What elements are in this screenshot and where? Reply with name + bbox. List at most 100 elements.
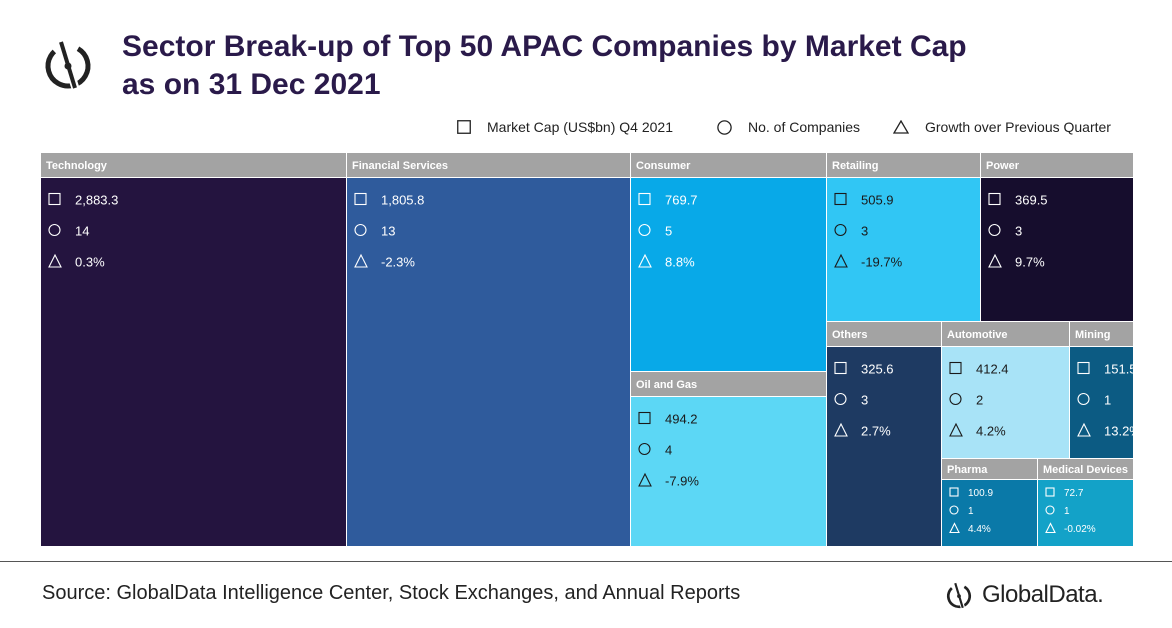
tile-growth-value: 13.2% <box>1104 424 1141 439</box>
triangle-icon <box>949 522 960 534</box>
tile-power: Power 369.5 3 9.7% <box>981 153 1133 321</box>
tile-companies-value: 13 <box>381 224 395 239</box>
tile-label-financial-services: Financial Services <box>352 160 448 172</box>
globaldata-logo-icon <box>45 38 91 92</box>
tile-companies-value: 2 <box>976 393 983 408</box>
tile-header-technology <box>41 153 346 177</box>
tile-retailing: Retailing 505.9 3 -19.7% <box>827 153 980 321</box>
square-icon <box>354 192 367 206</box>
globaldata-small-logo-icon <box>946 581 972 610</box>
tile-market-cap-value: 369.5 <box>1015 193 1048 208</box>
brand-name: GlobalData. <box>982 581 1104 608</box>
triangle-icon <box>834 422 848 437</box>
legend-market-cap: Market Cap (US$bn) Q4 2021 <box>457 119 673 135</box>
square-icon <box>949 361 962 375</box>
tile-header-medical-devices <box>1038 459 1133 479</box>
tile-label-others: Others <box>832 329 867 341</box>
tile-label-oil-and-gas: Oil and Gas <box>636 379 697 391</box>
tile-body-retailing <box>827 178 980 321</box>
tile-market-cap-value: 769.7 <box>665 193 698 208</box>
tile-automotive: Automotive 412.4 2 4.2% <box>942 322 1069 458</box>
title-line-1: Sector Break-up of Top 50 APAC Companies… <box>122 30 967 63</box>
circle-icon <box>354 223 367 237</box>
triangle-icon <box>949 422 963 437</box>
circle-icon <box>638 442 651 456</box>
triangle-icon <box>1077 422 1091 437</box>
tile-growth-value: 4.4% <box>968 524 991 535</box>
source-note: Source: GlobalData Intelligence Center, … <box>42 582 741 604</box>
tile-growth-value: 2.7% <box>861 424 891 439</box>
circle-icon <box>48 223 61 237</box>
triangle-icon <box>638 472 652 487</box>
chart-title: Sector Break-up of Top 50 APAC Companies… <box>122 28 967 104</box>
circle-icon <box>834 392 847 406</box>
tile-companies-value: 5 <box>665 224 672 239</box>
tile-companies-value: 1 <box>1064 506 1070 517</box>
circle-icon <box>949 392 962 406</box>
tile-growth-value: 4.2% <box>976 424 1006 439</box>
triangle-icon <box>893 120 909 134</box>
tile-label-retailing: Retailing <box>832 160 878 172</box>
tile-header-mining <box>1070 322 1133 346</box>
tile-others: Others 325.6 3 2.7% <box>827 322 941 546</box>
square-icon <box>949 487 959 497</box>
tile-market-cap-value: 494.2 <box>665 412 698 427</box>
tile-label-mining: Mining <box>1075 329 1110 341</box>
triangle-icon <box>638 253 652 268</box>
tile-growth-value: -0.02% <box>1064 524 1096 535</box>
tile-growth-value: -2.3% <box>381 255 415 270</box>
circle-icon <box>1077 392 1090 406</box>
circle-icon <box>638 223 651 237</box>
tile-label-automotive: Automotive <box>947 329 1008 341</box>
tile-technology: Technology 2,883.3 14 0.3% <box>41 153 346 546</box>
tile-companies-value: 1 <box>968 506 974 517</box>
tile-label-medical-devices: Medical Devices <box>1043 464 1128 476</box>
triangle-icon <box>48 253 62 268</box>
square-icon <box>457 120 471 134</box>
tile-header-others <box>827 322 941 346</box>
tile-companies-value: 3 <box>861 224 868 239</box>
tile-header-consumer <box>631 153 826 177</box>
tile-growth-value: -19.7% <box>861 255 903 270</box>
tile-label-technology: Technology <box>46 160 108 172</box>
tile-market-cap-value: 1,805.8 <box>381 193 424 208</box>
tile-header-pharma <box>942 459 1037 479</box>
tile-companies-value: 1 <box>1104 393 1111 408</box>
square-icon <box>48 192 61 206</box>
triangle-icon <box>834 253 848 268</box>
tile-header-retailing <box>827 153 980 177</box>
tile-header-oil-and-gas <box>631 372 826 396</box>
tile-mining: Mining 151.5 1 13.2% <box>1070 322 1141 458</box>
legend-companies: No. of Companies <box>717 119 860 135</box>
tile-market-cap-value: 505.9 <box>861 193 894 208</box>
tile-body-consumer <box>631 178 826 371</box>
tile-body-power <box>981 178 1133 321</box>
tile-growth-value: 0.3% <box>75 255 105 270</box>
tile-companies-value: 3 <box>1015 224 1022 239</box>
square-icon <box>638 192 651 206</box>
legend-companies-label: No. of Companies <box>748 119 861 135</box>
tile-body-others <box>827 347 941 546</box>
tile-label-power: Power <box>986 160 1020 172</box>
tile-label-pharma: Pharma <box>947 464 988 476</box>
tile-medical-devices: Medical Devices 72.7 1 -0.02% <box>1038 459 1133 546</box>
tile-header-financial-services <box>347 153 630 177</box>
tile-oil-and-gas: Oil and Gas 494.2 4 -7.9% <box>631 372 826 546</box>
tile-market-cap-value: 72.7 <box>1064 488 1084 499</box>
tile-body-oil-and-gas <box>631 397 826 546</box>
circle-icon <box>834 223 847 237</box>
square-icon <box>834 192 847 206</box>
circle-icon <box>717 119 732 135</box>
circle-icon <box>988 223 1001 237</box>
tile-market-cap-value: 2,883.3 <box>75 193 118 208</box>
tile-pharma: Pharma 100.9 1 4.4% <box>942 459 1037 546</box>
legend-market-cap-label: Market Cap (US$bn) Q4 2021 <box>487 119 673 135</box>
tile-body-technology <box>41 178 346 546</box>
triangle-icon <box>354 253 368 268</box>
square-icon <box>1045 487 1055 497</box>
tile-body-financial-services <box>347 178 630 546</box>
tile-body-mining <box>1070 347 1133 458</box>
square-icon <box>834 361 847 375</box>
tile-companies-value: 3 <box>861 393 868 408</box>
